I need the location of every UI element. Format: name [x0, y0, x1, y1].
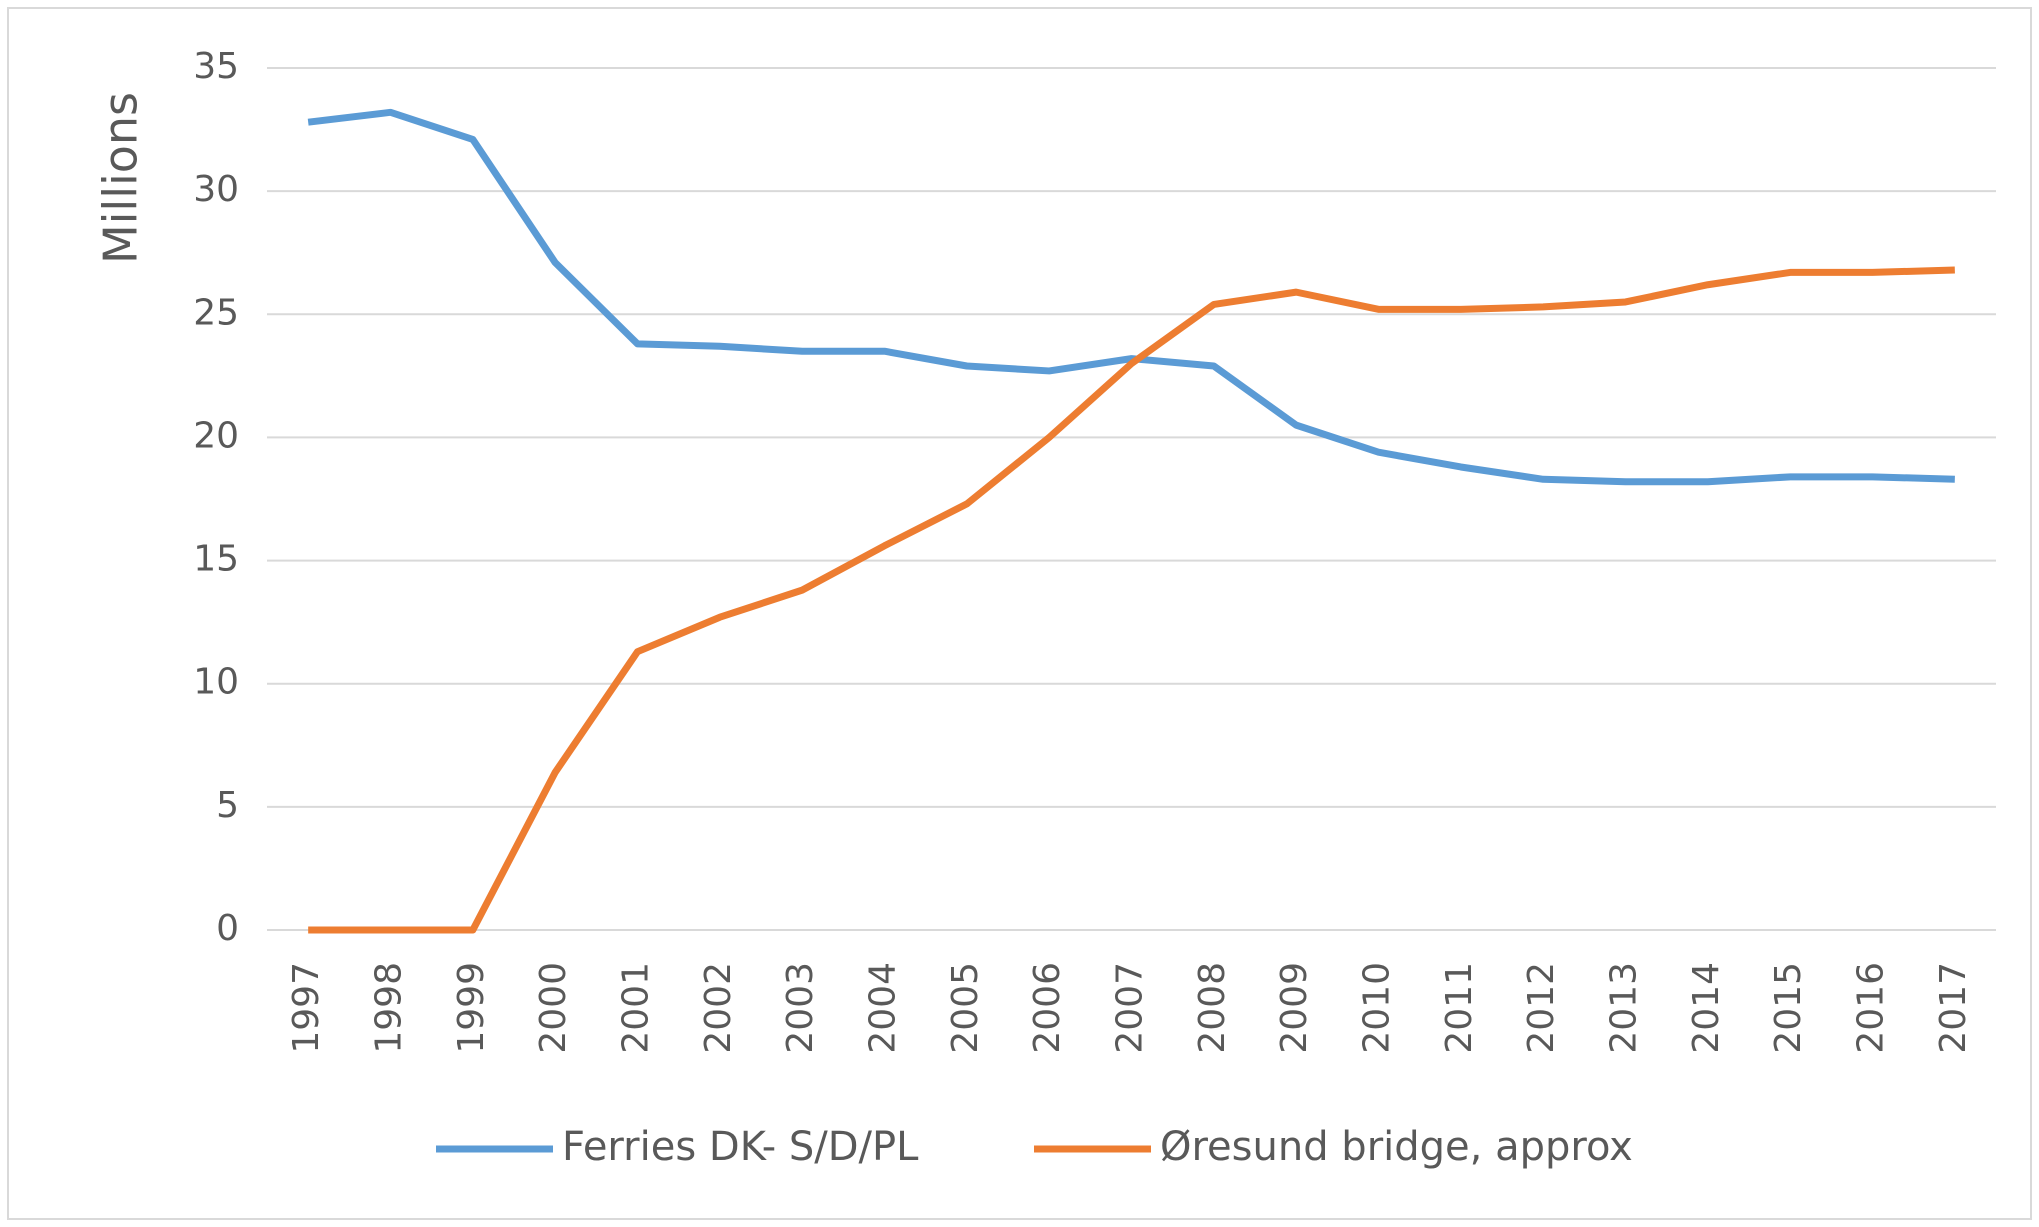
x-tick-label: 2001 [616, 962, 657, 1054]
y-tick-label: 0 [216, 908, 239, 949]
x-tick-label: 2002 [698, 962, 739, 1054]
x-tick-label: 2005 [945, 962, 986, 1054]
y-axis-label: Millions [94, 92, 148, 264]
x-tick-label: 1997 [286, 962, 327, 1054]
x-tick-label: 2016 [1851, 962, 1892, 1054]
x-tick-label: 2014 [1686, 962, 1727, 1054]
x-tick-label: 2017 [1933, 962, 1974, 1054]
legend-label: Øresund bridge, approx [1160, 1124, 1633, 1170]
x-tick-label: 2003 [780, 962, 821, 1054]
x-tick-label: 2008 [1192, 962, 1233, 1054]
y-tick-label: 35 [193, 46, 239, 87]
x-tick-label: 2013 [1604, 962, 1645, 1054]
x-tick-label: 2015 [1768, 962, 1809, 1054]
x-tick-label: 2011 [1439, 962, 1480, 1054]
x-tick-label: 1999 [451, 962, 492, 1054]
y-tick-label: 10 [193, 662, 239, 703]
x-tick-label: 2006 [1027, 962, 1068, 1054]
y-tick-label: 5 [216, 785, 239, 826]
x-tick-label: 2007 [1110, 962, 1151, 1054]
chart-border [7, 7, 2032, 1220]
series-line [307, 108, 1955, 486]
x-tick-label: 2010 [1357, 962, 1398, 1054]
x-tick-label: 2004 [863, 962, 904, 1054]
y-tick-label: 15 [193, 539, 239, 580]
x-tick-label: 2000 [533, 962, 574, 1054]
x-tick-label: 2009 [1274, 962, 1315, 1054]
y-tick-label: 25 [193, 292, 239, 333]
y-tick-label: 20 [193, 415, 239, 456]
x-tick-label: 1998 [369, 962, 410, 1054]
x-tick-label: 2012 [1521, 962, 1562, 1054]
legend-label: Ferries DK- S/D/PL [562, 1124, 919, 1170]
y-tick-label: 30 [193, 169, 239, 210]
series-line [308, 266, 1955, 934]
